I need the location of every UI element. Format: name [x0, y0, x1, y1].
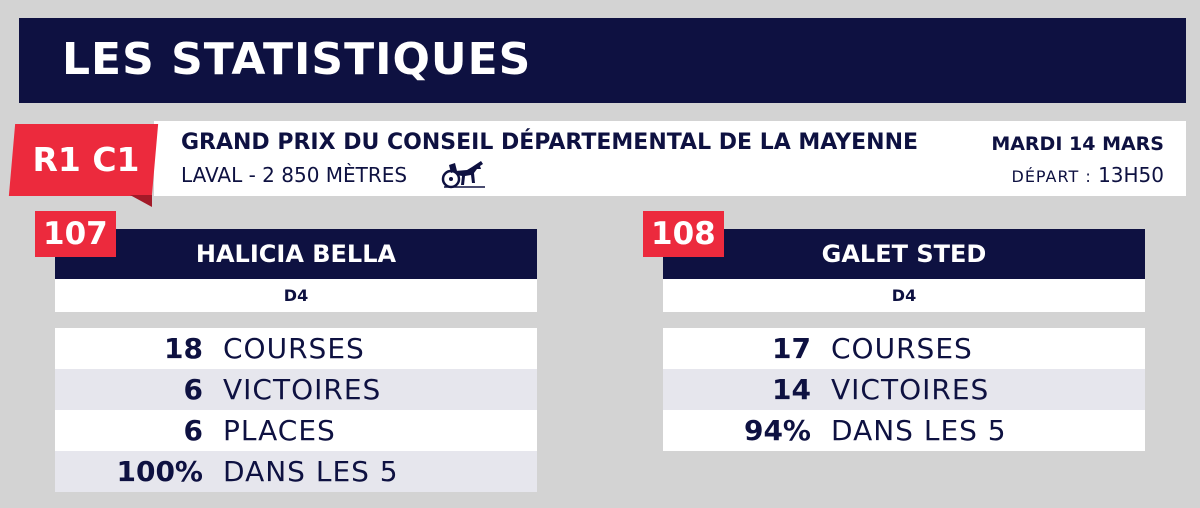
- horse-class: D4: [663, 279, 1145, 312]
- stat-label: COURSES: [223, 332, 365, 365]
- stat-row: 100% DANS LES 5: [55, 451, 537, 492]
- horse-card: HALICIA BELLA 107 D4 18 COURSES 6 VICTOI…: [35, 211, 537, 492]
- horse-number: 108: [643, 211, 724, 257]
- stat-value: 18: [164, 332, 203, 365]
- departure-label: DÉPART :: [1011, 167, 1092, 186]
- stat-label: DANS LES 5: [831, 414, 1007, 447]
- stat-value: 14: [772, 373, 811, 406]
- stat-label: DANS LES 5: [223, 455, 399, 488]
- race-info-bar: [154, 121, 1186, 196]
- stat-row: 6 VICTOIRES: [55, 369, 537, 410]
- title-banner: LES STATISTIQUES: [19, 18, 1186, 103]
- stat-label: COURSES: [831, 332, 973, 365]
- trotting-sulky-icon: [441, 161, 485, 189]
- race-date: MARDI 14 MARS: [991, 133, 1164, 155]
- horse-name: HALICIA BELLA: [55, 229, 537, 279]
- page-title: LES STATISTIQUES: [62, 34, 532, 85]
- stat-row: 18 COURSES: [55, 328, 537, 369]
- stat-row: 17 COURSES: [663, 328, 1145, 369]
- race-name: GRAND PRIX DU CONSEIL DÉPARTEMENTAL DE L…: [181, 130, 919, 155]
- horse-class: D4: [55, 279, 537, 312]
- stat-value: 94%: [743, 414, 811, 447]
- horse-card: GALET STED 108 D4 17 COURSES 14 VICTOIRE…: [643, 211, 1145, 451]
- stat-row: 94% DANS LES 5: [663, 410, 1145, 451]
- stat-value: 17: [772, 332, 811, 365]
- stat-value: 6: [183, 414, 203, 447]
- departure-time: 13H50: [1098, 163, 1164, 187]
- stat-row: 6 PLACES: [55, 410, 537, 451]
- race-code-badge-fold: [130, 195, 152, 207]
- race-location-distance: LAVAL - 2 850 MÈTRES: [181, 163, 408, 187]
- stat-value: 6: [183, 373, 203, 406]
- race-departure: DÉPART : 13H50: [1012, 160, 1165, 192]
- horse-number: 107: [35, 211, 116, 257]
- horse-name: GALET STED: [663, 229, 1145, 279]
- stat-row: 14 VICTOIRES: [663, 369, 1145, 410]
- stat-label: PLACES: [223, 414, 336, 447]
- race-code: R1 C1: [32, 140, 140, 179]
- stat-value: 100%: [116, 455, 203, 488]
- stat-label: VICTOIRES: [223, 373, 382, 406]
- stat-label: VICTOIRES: [831, 373, 990, 406]
